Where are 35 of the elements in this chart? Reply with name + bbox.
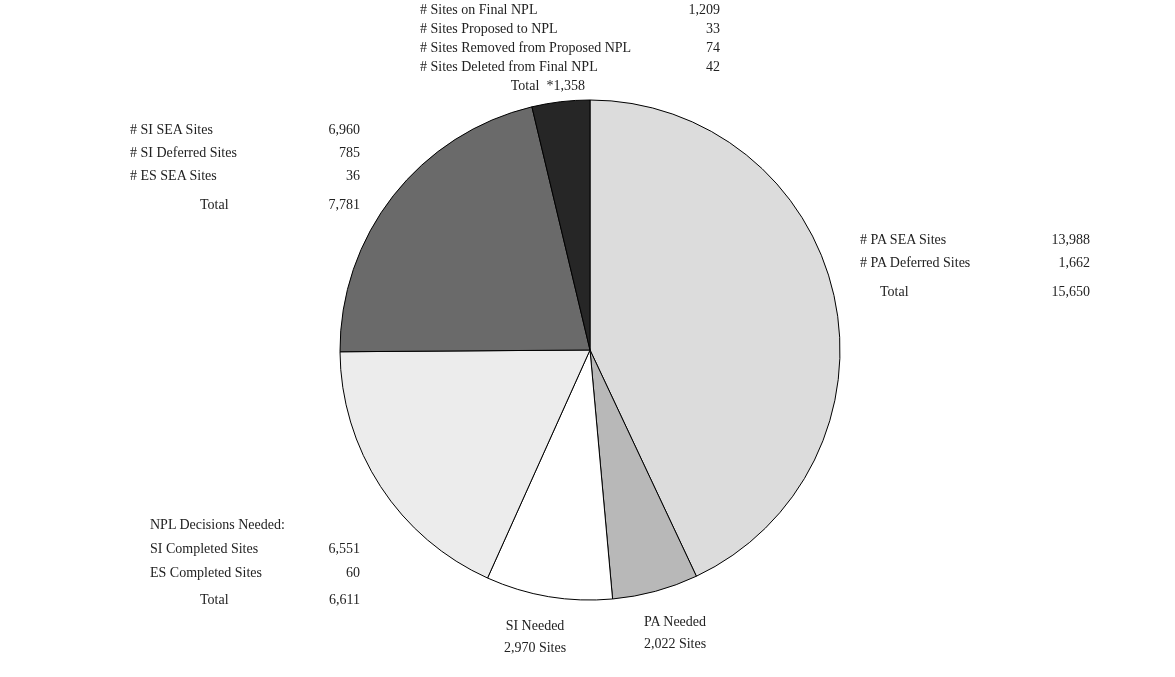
text: 33: [706, 21, 720, 36]
text: 36: [346, 168, 360, 183]
text: 74: [706, 40, 720, 55]
data-label: 15,650: [1051, 284, 1090, 299]
text: # Sites Removed from Proposed NPL: [420, 40, 632, 55]
data-label: 2,970 Sites: [503, 640, 567, 655]
data-label: 2,022 Sites: [643, 636, 707, 651]
text: # SI Deferred Sites: [130, 145, 237, 160]
text: # Sites on Final NPL: [420, 2, 538, 17]
text: ES Completed Sites: [150, 565, 262, 580]
slice-label: Total: [200, 197, 229, 212]
text: 13,988: [1051, 232, 1090, 247]
data-label: 7,781: [328, 197, 360, 212]
text: 42: [706, 59, 720, 74]
text: # PA SEA Sites: [860, 232, 947, 247]
slice-label: PA Needed: [643, 614, 707, 629]
text: 6,960: [328, 122, 360, 137]
text: 1,662: [1058, 255, 1090, 270]
data-label: 6,611: [329, 592, 360, 607]
text: 785: [339, 145, 360, 160]
slice-label: SI Needed: [505, 618, 565, 633]
text: 60: [346, 565, 360, 580]
text: # PA Deferred Sites: [860, 255, 971, 270]
text: # Sites Proposed to NPL: [420, 21, 558, 36]
slice-label: Total: [200, 592, 229, 607]
text: 1,209: [688, 2, 720, 17]
text: # SI SEA Sites: [130, 122, 213, 137]
text: SI Completed Sites: [150, 541, 259, 556]
slice-label: Total: [510, 78, 540, 93]
text: NPL Decisions Needed:: [150, 517, 285, 532]
text: # ES SEA Sites: [130, 168, 217, 183]
data-label: *1,358: [546, 78, 585, 93]
text: # Sites Deleted from Final NPL: [420, 59, 598, 74]
slice-label: Total: [880, 284, 909, 299]
text: 6,551: [328, 541, 360, 556]
